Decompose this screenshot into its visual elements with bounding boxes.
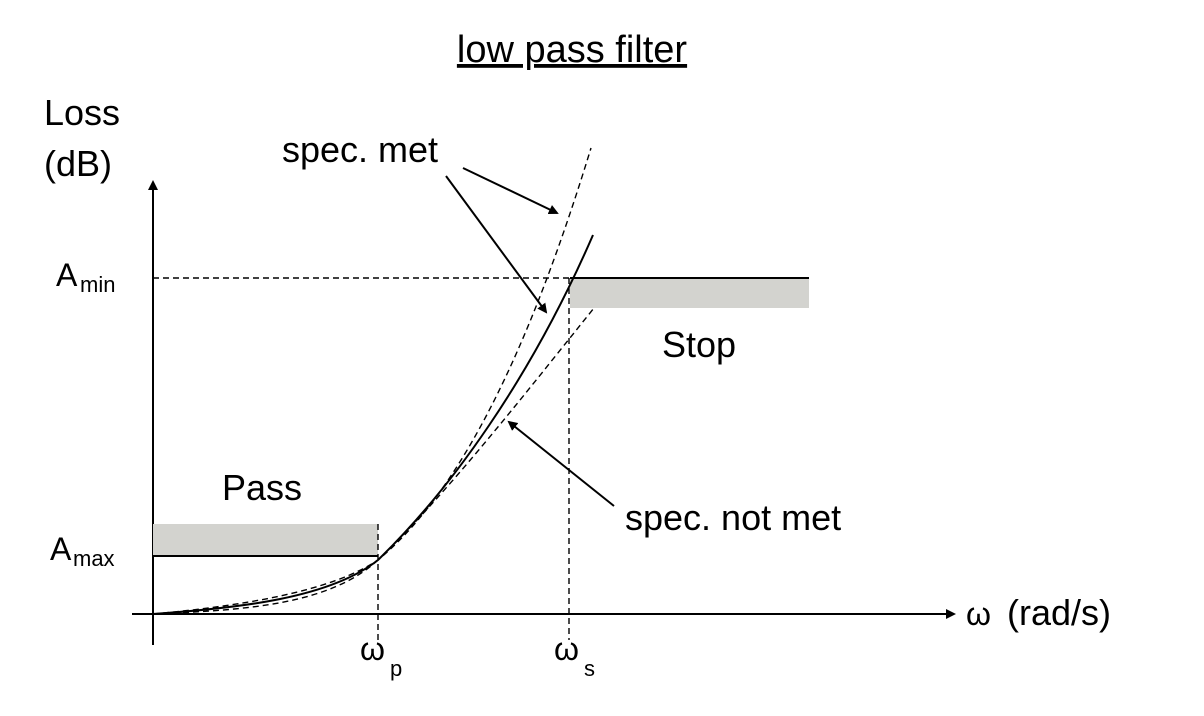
omega-p-main: ω xyxy=(360,631,385,667)
x-axis-unit: (rad/s) xyxy=(1007,592,1111,633)
a-min-sub: min xyxy=(80,272,115,297)
x-axis-omega: ω xyxy=(966,596,991,632)
response-curve-fails-spec xyxy=(152,307,595,615)
diagram-title: low pass filter xyxy=(457,29,688,71)
pass-band xyxy=(153,524,378,556)
a-min-main: A xyxy=(56,257,78,293)
omega-p-sub: p xyxy=(390,656,402,681)
stop-region-label: Stop xyxy=(662,324,736,365)
tick-label-a-max: A max xyxy=(50,531,115,571)
pass-region-label: Pass xyxy=(222,467,302,508)
y-axis-label-line1: Loss xyxy=(44,92,120,133)
response-curve-meets-spec xyxy=(152,234,594,615)
omega-s-main: ω xyxy=(554,631,579,667)
omega-s-sub: s xyxy=(584,656,595,681)
spec-not-met-arrow xyxy=(507,420,615,507)
tick-label-omega-p: ω p xyxy=(360,631,402,681)
a-max-main: A xyxy=(50,531,72,567)
spec-not-met-label: spec. not met xyxy=(625,497,841,538)
y-axis-label-line2: (dB) xyxy=(44,143,112,184)
spec-met-arrow-1 xyxy=(462,167,559,215)
spec-met-arrow-2 xyxy=(445,175,548,314)
tick-label-a-min: A min xyxy=(56,257,115,297)
tick-label-omega-s: ω s xyxy=(554,631,595,681)
spec-met-label: spec. met xyxy=(282,129,438,170)
stop-band xyxy=(570,278,809,308)
a-max-sub: max xyxy=(73,546,115,571)
